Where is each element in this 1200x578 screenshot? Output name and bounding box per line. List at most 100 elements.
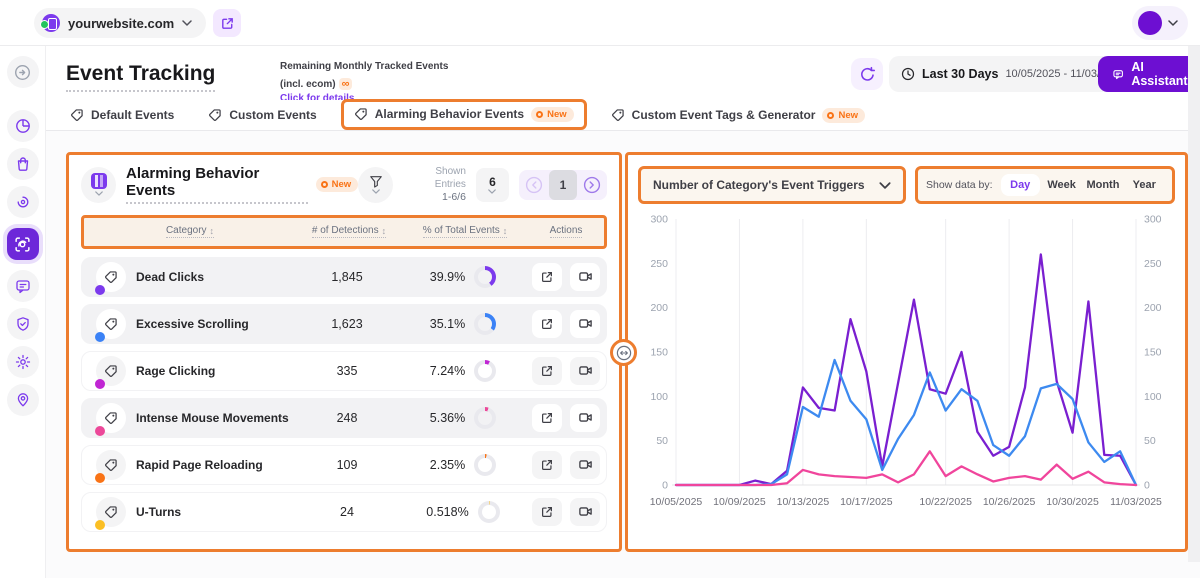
clock-icon: [901, 67, 915, 81]
metric-dropdown[interactable]: Number of Category's Event Triggers: [638, 166, 906, 204]
tracked-events-label: Remaining Monthly Tracked Events (incl. …: [280, 61, 448, 90]
open-site-button[interactable]: [213, 9, 241, 37]
site-logo-icon: [42, 14, 60, 32]
percent-value: 39.9%: [430, 270, 465, 284]
date-range-label: Last 30 Days: [922, 67, 998, 81]
watch-recordings-button[interactable]: [570, 310, 600, 338]
row-actions: [532, 451, 600, 479]
panel-title: Alarming Behavior Events: [126, 165, 308, 204]
y-tick-label-right: 200: [1144, 302, 1162, 314]
sidebar-item-analytics[interactable]: [7, 110, 39, 142]
sidebar-item-feedback[interactable]: [7, 270, 39, 302]
table-view-selector[interactable]: [81, 167, 116, 203]
ai-assistant-button[interactable]: AI Assistant: [1098, 56, 1200, 92]
tag-icon: [611, 108, 625, 122]
y-tick-label-left: 200: [650, 302, 668, 314]
category-color-dot: [95, 285, 105, 295]
user-menu[interactable]: [1132, 6, 1188, 40]
gear-icon: [15, 354, 31, 370]
refresh-button[interactable]: [851, 58, 883, 90]
filter-button[interactable]: [358, 167, 393, 203]
tab-custom-events[interactable]: Custom Events: [208, 108, 316, 122]
shown-entries-value: 1-6/6: [403, 191, 466, 205]
shield-check-icon: [15, 316, 31, 332]
granularity-year[interactable]: Year: [1125, 174, 1164, 196]
open-details-button[interactable]: [532, 498, 562, 526]
unlimited-badge: ∞: [339, 78, 353, 90]
watch-recordings-button[interactable]: [570, 451, 600, 479]
y-tick-label-right: 300: [1144, 214, 1162, 226]
sidebar-item-collapse[interactable]: [7, 56, 39, 88]
chart-canvas[interactable]: 10/05/202510/09/202510/13/202510/17/2025…: [628, 213, 1184, 523]
site-selector[interactable]: yourwebsite.com: [34, 8, 206, 38]
column-header-detections[interactable]: # of Detections↕: [312, 225, 386, 238]
open-details-button[interactable]: [532, 263, 562, 291]
pie-chart-icon: [15, 118, 31, 134]
table-row[interactable]: Rapid Page Reloading 109 2.35%: [81, 445, 607, 485]
open-details-button[interactable]: [532, 357, 562, 385]
y-tick-label-right: 250: [1144, 258, 1162, 270]
top-bar: yourwebsite.com: [0, 0, 1200, 46]
percent-value: 5.36%: [430, 411, 465, 425]
new-badge: New: [316, 177, 359, 192]
detections-count: 248: [337, 411, 358, 425]
page-size-selector[interactable]: 6: [476, 168, 509, 202]
table-row[interactable]: U-Turns 24 0.518%: [81, 492, 607, 532]
watch-recordings-button[interactable]: [570, 404, 600, 432]
category-name: Rapid Page Reloading: [136, 458, 294, 472]
next-page-button[interactable]: [577, 170, 607, 200]
detections-count: 24: [340, 505, 354, 519]
open-details-button[interactable]: [532, 451, 562, 479]
table-row[interactable]: Intense Mouse Movements 248 5.36%: [81, 398, 607, 438]
watch-recordings-button[interactable]: [570, 357, 600, 385]
panel-resize-handle[interactable]: [610, 339, 637, 366]
pagination: 1: [519, 170, 607, 200]
tag-icon: [70, 108, 84, 122]
tab-label: Custom Events: [229, 108, 316, 122]
sidebar-item-privacy[interactable]: [7, 308, 39, 340]
granularity-month[interactable]: Month: [1083, 174, 1122, 196]
granularity-day[interactable]: Day: [1001, 174, 1040, 196]
main-content: Event Tracking Remaining Monthly Tracked…: [46, 46, 1200, 578]
column-header-actions: Actions: [550, 225, 583, 238]
table-row[interactable]: Dead Clicks 1,845 39.9%: [81, 257, 607, 297]
category-name: U-Turns: [136, 505, 294, 519]
watch-recordings-button[interactable]: [570, 498, 600, 526]
sidebar-item-journeys[interactable]: [7, 384, 39, 416]
table-row[interactable]: Rage Clicking 335 7.24%: [81, 351, 607, 391]
chart-panel-header: Number of Category's Event Triggers Show…: [628, 155, 1185, 204]
open-details-button[interactable]: [532, 404, 562, 432]
table-row[interactable]: Excessive Scrolling 1,623 35.1%: [81, 304, 607, 344]
granularity-week[interactable]: Week: [1042, 174, 1081, 196]
table-header-row: Category↕ # of Detections↕ % of Total Ev…: [81, 215, 607, 249]
x-tick-label: 10/05/2025: [650, 496, 703, 508]
sidebar-item-settings[interactable]: [7, 346, 39, 378]
sidebar-item-ecommerce[interactable]: [7, 148, 39, 180]
show-data-by-group: Show data by: Day Week Month Year: [915, 166, 1175, 204]
x-tick-label: 10/13/2025: [777, 496, 830, 508]
previous-page-button[interactable]: [519, 170, 549, 200]
sidebar-item-event-tracking[interactable]: [7, 228, 39, 260]
new-badge-dot: [536, 111, 543, 118]
tab-custom-event-tags-generator[interactable]: Custom Event Tags & Generator New: [611, 108, 865, 123]
row-actions: [532, 498, 600, 526]
chevron-down-icon: [372, 189, 380, 194]
tab-label: Default Events: [91, 108, 174, 122]
column-header-category[interactable]: Category↕: [166, 225, 214, 238]
tab-default-events[interactable]: Default Events: [70, 108, 174, 122]
category-color-dot: [95, 520, 105, 530]
chart-line-excessive-scrolling: [676, 360, 1136, 485]
funnel-icon: [369, 175, 383, 188]
page-edge-strip: [1188, 46, 1200, 562]
tab-alarming-behavior-events[interactable]: Alarming Behavior Events New: [341, 99, 587, 130]
column-header-percent[interactable]: % of Total Events↕: [423, 225, 508, 238]
avatar: [1138, 11, 1162, 35]
x-tick-label: 10/22/2025: [919, 496, 972, 508]
current-page[interactable]: 1: [549, 170, 577, 200]
detections-count: 335: [337, 364, 358, 378]
y-tick-label-right: 50: [1144, 435, 1156, 447]
watch-recordings-button[interactable]: [570, 263, 600, 291]
sidebar-item-recordings[interactable]: [7, 186, 39, 218]
row-actions: [532, 310, 600, 338]
open-details-button[interactable]: [532, 310, 562, 338]
